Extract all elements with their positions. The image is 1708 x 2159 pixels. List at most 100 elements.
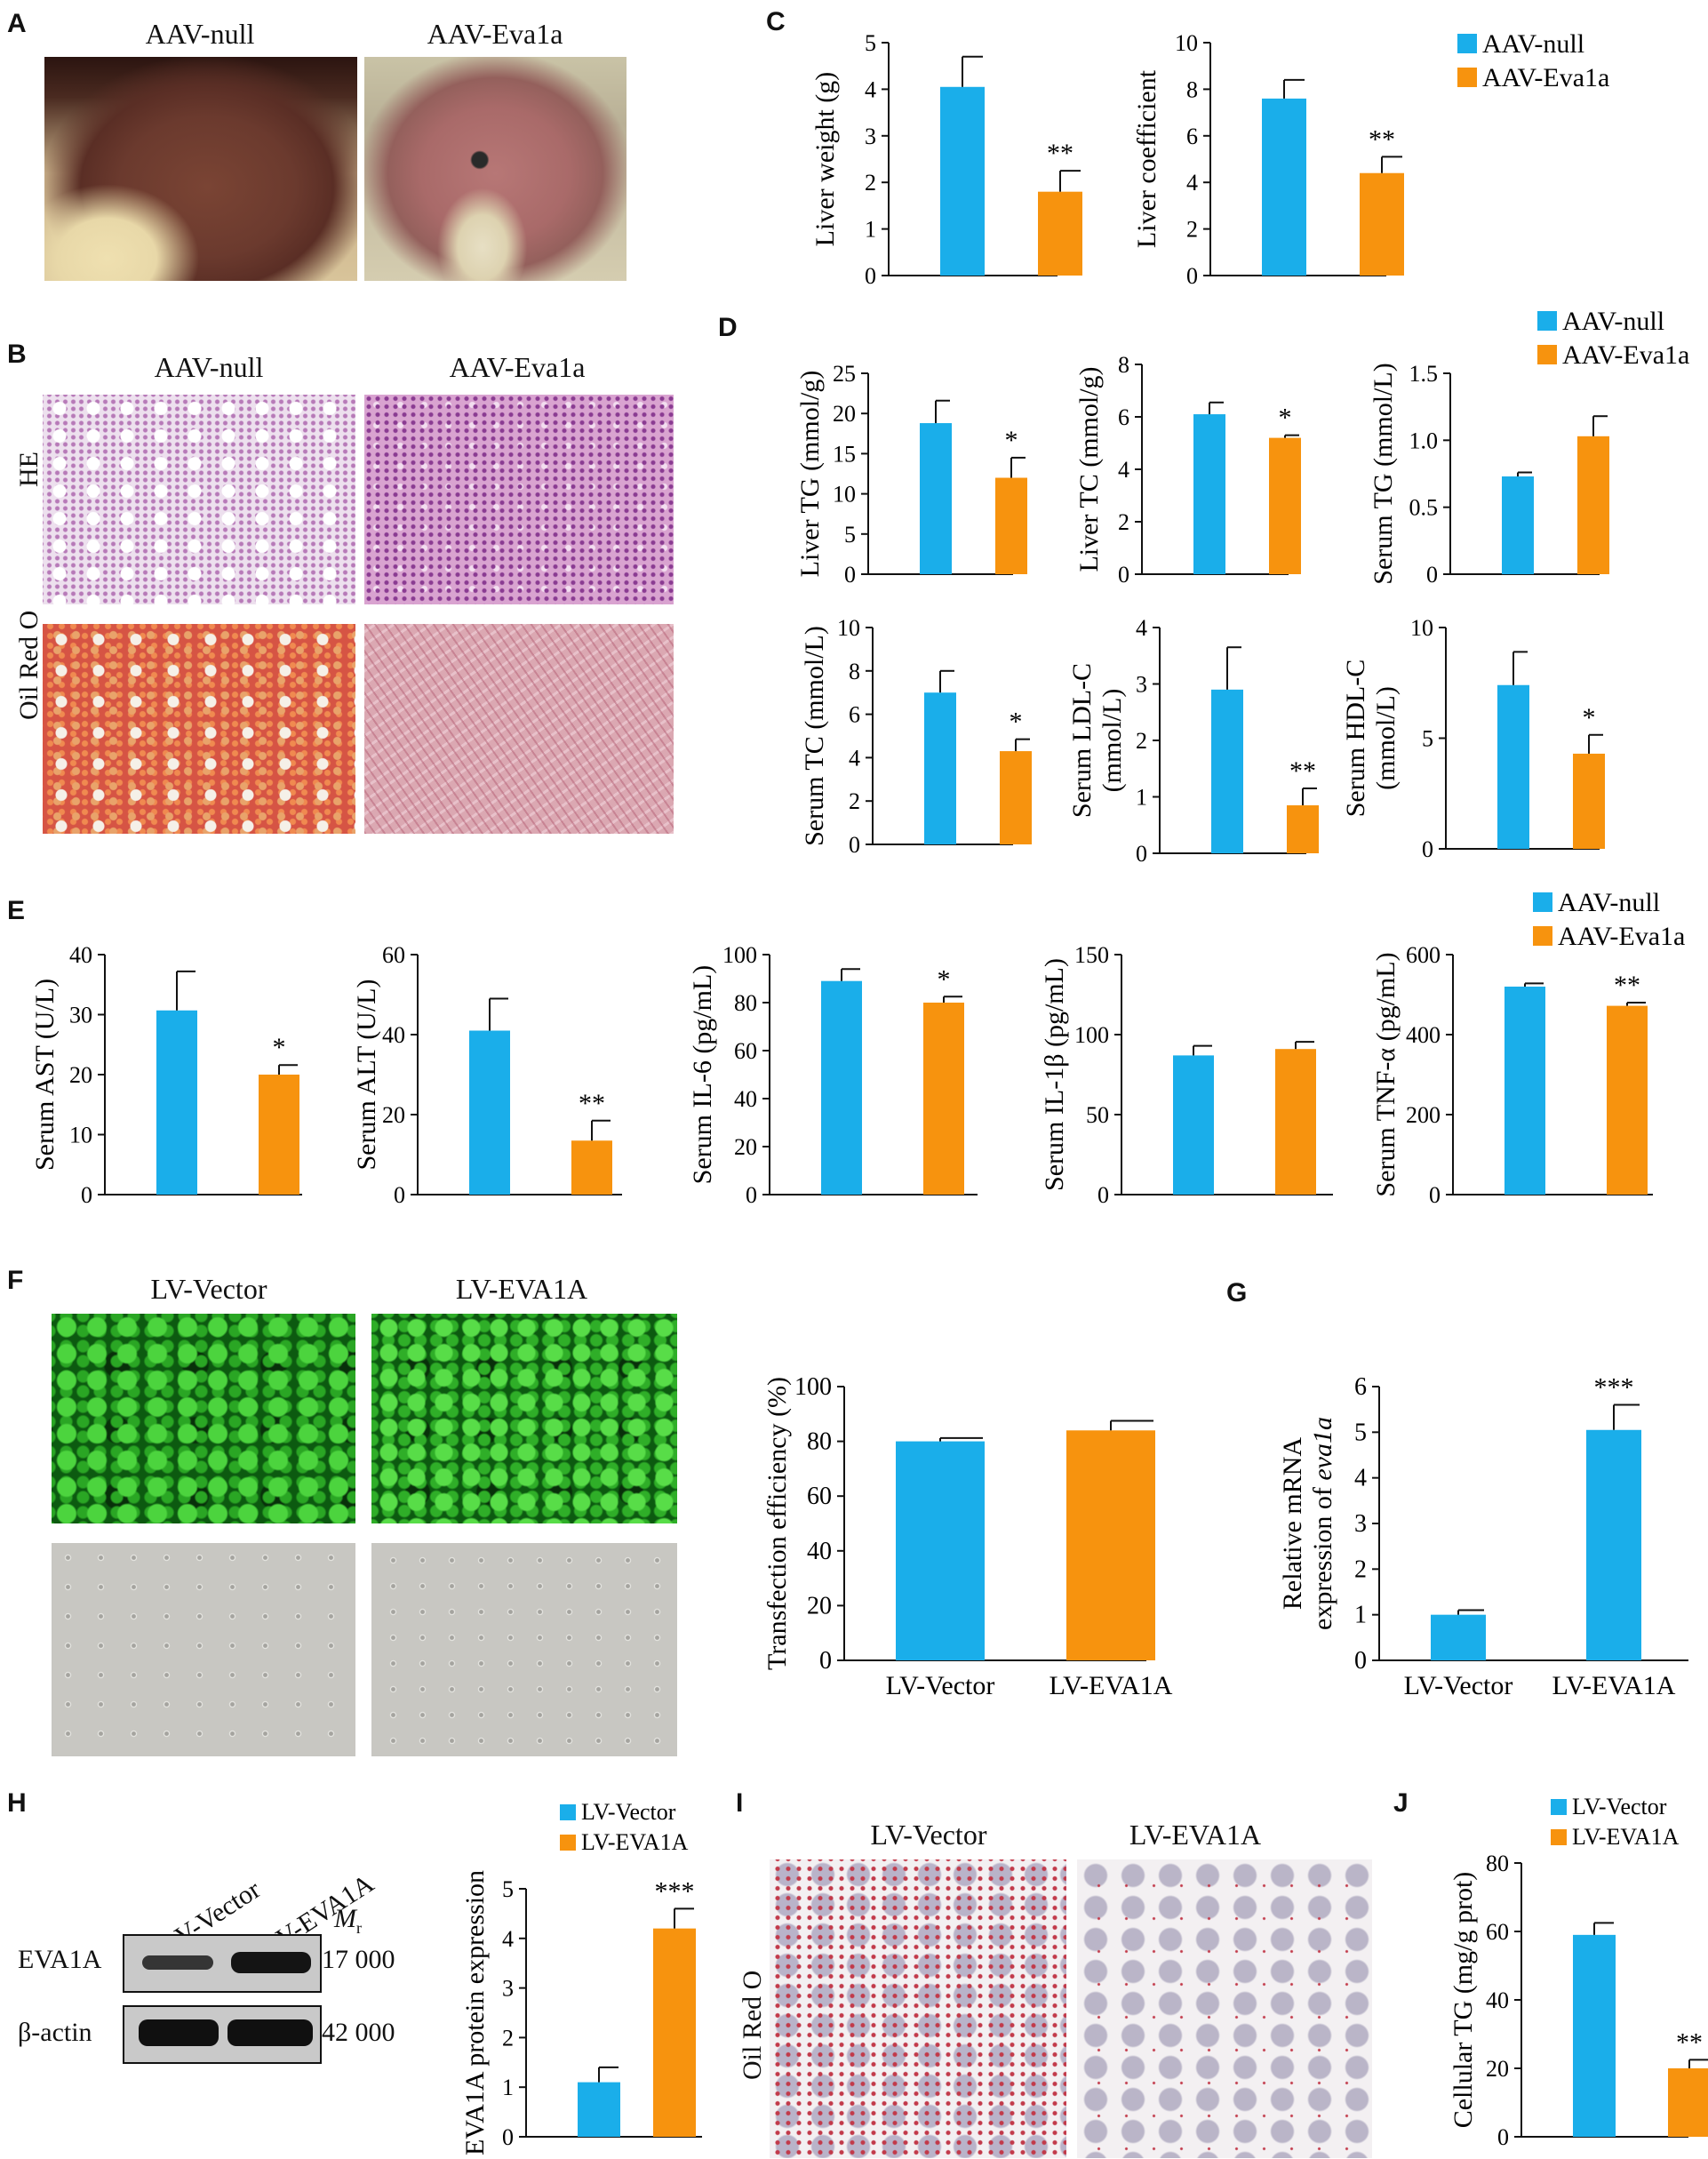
legend-swatch [1457, 34, 1477, 53]
y-tick-label: 0.5 [1409, 495, 1439, 521]
bar-aav-eva1a [1607, 1005, 1648, 1195]
panel-a-caption-null: AAV-null [145, 18, 255, 50]
bar-aav-eva1a [995, 477, 1027, 574]
y-axis-label: Liver coefficient [1132, 69, 1161, 248]
brightfield-image-eva1a [371, 1543, 677, 1756]
y-tick-label: 0 [1136, 841, 1147, 867]
y-tick-label: 40 [69, 942, 92, 968]
y-tick-label: 6 [1186, 124, 1198, 149]
x-tick-label: LV-Vector [886, 1671, 995, 1700]
y-tick-label: 8 [849, 659, 860, 684]
bar-aav-null [1497, 684, 1529, 849]
chart-d4: 0 2 4 6 8 10 * Serum TC (mmol/L) [800, 615, 1032, 858]
y-axis-label: Serum TC (mmol/L) [800, 626, 829, 846]
chart-e5: 0 200 400 600 ** Serum TNF-α (pg/mL) [1371, 942, 1653, 1208]
blot-band-label-eva1a: EVA1A [18, 1945, 102, 1974]
gfp-image-vector [52, 1314, 355, 1523]
y-axis-label: Serum LDL-C [1067, 663, 1097, 818]
significance-marker: ** [1289, 756, 1316, 786]
chart-d1: 0 5 10 15 20 25 * Liver TG (mmol/g) [795, 361, 1027, 588]
legend-swatch [560, 1835, 576, 1851]
legend-swatch [1533, 892, 1552, 912]
legend-swatch [1537, 311, 1557, 331]
y-tick-label: 60 [382, 942, 405, 968]
y-tick-label: 20 [734, 1134, 757, 1160]
chart-d3: 0 0.5 1.0 1.5 Serum TG (mmol/L) [1369, 361, 1609, 588]
y-tick-label: 1 [1136, 785, 1147, 811]
legend-h: LV-Vector LV-EVA1A [560, 1799, 689, 1855]
y-tick-label: 8 [1186, 76, 1198, 102]
significance-marker: ** [579, 1089, 605, 1118]
y-axis-label: Relative mRNA [1278, 1437, 1307, 1610]
bar-aav-null [1504, 987, 1545, 1195]
y-tick-label: 0 [1354, 1647, 1367, 1675]
panel-a-caption-eva1a: AAV-Eva1a [427, 18, 563, 50]
chart-e3: 0 20 40 60 80 100 * Serum IL-6 (pg/mL) [688, 942, 978, 1208]
y-axis-label: (mmol/L) [1371, 686, 1401, 790]
panel-label-f: F [7, 1266, 24, 1295]
chart-c1: 0 1 2 3 4 5 ** Liver weight (g) [810, 30, 1082, 289]
panel-label-d: D [718, 313, 738, 342]
y-tick-label: 5 [1354, 1419, 1367, 1446]
x-tick-label: LV-EVA1A [1552, 1671, 1676, 1700]
y-tick-label: 2 [1136, 728, 1147, 754]
significance-marker: *** [655, 1876, 695, 1906]
y-tick-label: 0 [819, 1647, 832, 1675]
y-tick-label: 100 [794, 1373, 832, 1401]
liver-photo-eva1a [364, 57, 627, 281]
chart-d5: 0 1 2 3 4 ** Serum LDL-C (mmol/L) [1067, 615, 1319, 867]
significance-marker: ** [1676, 2027, 1703, 2057]
y-tick-label: 2 [1118, 509, 1129, 535]
y-tick-label: 200 [1406, 1102, 1441, 1128]
y-tick-label: 4 [1354, 1465, 1367, 1492]
y-tick-label: 0 [1497, 2124, 1509, 2150]
y-tick-label: 5 [844, 522, 856, 548]
bar-aav-null [1262, 98, 1306, 276]
panel-b-caption-null: AAV-null [154, 351, 264, 383]
blot-mw-eva1a: 17 000 [322, 1945, 395, 1974]
y-axis-label: Serum IL-1β (pg/mL) [1040, 958, 1069, 1191]
y-axis-label: Transfection efficiency (%) [762, 1377, 792, 1670]
y-tick-label: 0 [865, 263, 876, 289]
y-tick-label: 60 [1486, 1919, 1509, 1945]
y-tick-label: 10 [1410, 615, 1433, 641]
y-tick-label: 20 [1486, 2056, 1509, 2082]
chart-e1: 0 10 20 30 40 * Serum AST (U/L) [30, 942, 302, 1208]
y-axis-label: Liver weight (g) [810, 72, 840, 247]
bar-aav-null [156, 1010, 197, 1195]
y-tick-label: 6 [849, 702, 860, 728]
legend-label: LV-EVA1A [581, 1829, 689, 1855]
x-tick-label: LV-EVA1A [1050, 1671, 1173, 1700]
bar-aav-eva1a [1000, 751, 1032, 844]
significance-marker: ** [1047, 139, 1073, 168]
chart-d6: 0 5 10 * Serum HDL-C (mmol/L) [1341, 615, 1605, 862]
gfp-image-eva1a [371, 1314, 677, 1523]
legend-label: AAV-null [1562, 307, 1664, 336]
y-tick-label: 20 [382, 1102, 405, 1128]
y-tick-label: 1 [502, 2075, 514, 2100]
blot-image-actin [123, 2005, 322, 2064]
bar-aav-null [1211, 689, 1243, 853]
y-tick-label: 6 [1354, 1373, 1367, 1401]
y-tick-label: 10 [1175, 30, 1198, 56]
legend-label: AAV-null [1558, 888, 1660, 917]
y-tick-label: 4 [502, 1926, 514, 1952]
legend-swatch [1457, 68, 1477, 87]
chart-d2: 0 2 4 6 8 * Liver TC (mmol/g) [1074, 352, 1301, 588]
bar-lv-vector [578, 2082, 620, 2137]
bar-aav-null [940, 86, 985, 276]
legend-swatch [1533, 926, 1552, 946]
y-tick-label: 20 [69, 1062, 92, 1088]
y-tick-label: 25 [833, 361, 856, 387]
bar-lv-vector [1431, 1614, 1486, 1660]
bar-aav-eva1a [1577, 436, 1609, 574]
y-tick-label: 4 [1118, 457, 1129, 483]
oil-red-o-null [43, 624, 355, 834]
y-tick-label: 0 [1118, 562, 1129, 588]
legend-e: AAV-null AAV-Eva1a [1533, 888, 1685, 951]
significance-marker: * [1279, 404, 1292, 433]
y-tick-label: 20 [833, 401, 856, 427]
